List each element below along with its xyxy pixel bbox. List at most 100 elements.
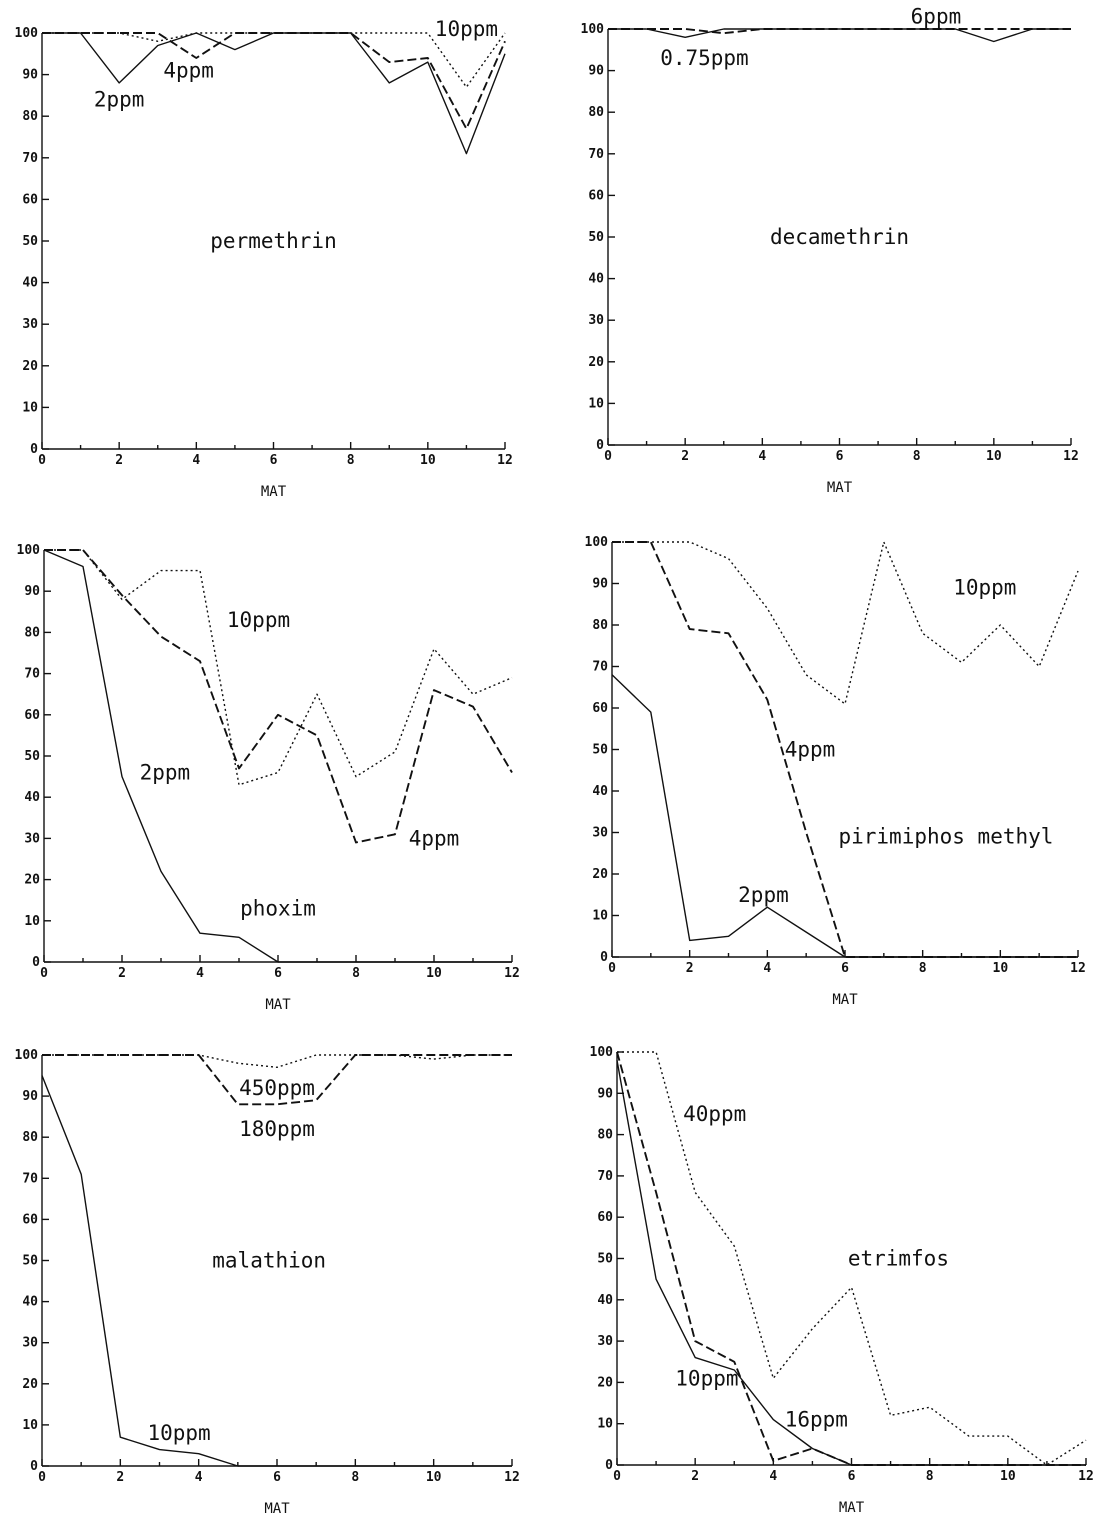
x-tick-label: 10 [426, 966, 442, 981]
series-line-10ppm [612, 541, 1079, 705]
annotation-label: 40ppm [683, 1102, 746, 1126]
x-tick-label: 0 [38, 453, 46, 468]
y-tick-label: 50 [24, 749, 40, 764]
x-tick-label: 4 [758, 449, 766, 464]
series-line-2ppm [42, 32, 506, 155]
annotation-label: 10ppm [953, 576, 1016, 600]
annotation-label: 10ppm [435, 17, 498, 41]
y-tick-label: 90 [592, 577, 608, 592]
y-tick-label: 30 [592, 826, 608, 841]
x-tick-label: 2 [116, 1470, 124, 1485]
chart-panel-5: 0 10 20 30 40 50 60 70 80 90 100 0 2 4 6 8 10 12 MAT etrimf… [590, 1045, 1094, 1516]
annotation-label: 10ppm [675, 1366, 738, 1390]
annotation-label: 10ppm [227, 608, 290, 632]
series-line-0-75ppm [608, 28, 1071, 43]
series-line-2ppm [43, 549, 512, 963]
y-tick-label: 40 [22, 276, 38, 291]
y-tick-label: 40 [22, 1295, 38, 1310]
annotation-label: pirimiphos methyl [838, 825, 1053, 849]
y-tick-label: 20 [24, 873, 40, 888]
annotation-label: 180ppm [239, 1117, 315, 1141]
y-tick-label: 0 [600, 950, 608, 965]
y-tick-label: 70 [592, 660, 608, 675]
y-tick-label: 70 [22, 151, 38, 166]
y-tick-label: 0 [30, 1459, 38, 1474]
y-tick-label: 10 [588, 396, 604, 411]
y-tick-label: 100 [590, 1045, 614, 1060]
x-tick-label: 6 [836, 449, 844, 464]
y-tick-label: 20 [22, 359, 38, 374]
y-tick-label: 80 [22, 1130, 38, 1145]
y-tick-label: 50 [588, 230, 604, 245]
y-tick-label: 80 [22, 109, 38, 124]
y-tick-label: 80 [597, 1128, 613, 1143]
y-tick-label: 20 [597, 1375, 613, 1390]
series-line-40ppm [617, 1051, 1087, 1466]
x-tick-label: 4 [192, 453, 200, 468]
x-tick-label: 8 [351, 1470, 359, 1485]
x-tick-label: 10 [993, 961, 1009, 976]
y-tick-label: 70 [24, 667, 40, 682]
series-line-4ppm [42, 32, 506, 130]
x-tick-label: 0 [613, 1469, 621, 1484]
annotation-label: 0.75ppm [660, 46, 749, 70]
y-tick-label: 0 [605, 1458, 613, 1473]
annotation-label: decamethrin [770, 225, 909, 249]
annotation-label: 4ppm [163, 58, 214, 82]
chart-panel-4: 0 10 20 30 40 50 60 70 80 90 100 0 2 4 6 8 10 12 MAT malath… [15, 1048, 520, 1517]
x-tick-label: 8 [913, 449, 921, 464]
y-tick-label: 10 [24, 914, 40, 929]
x-axis-title: MAT [265, 997, 291, 1013]
y-tick-label: 90 [22, 68, 38, 83]
x-tick-label: 12 [1063, 449, 1079, 464]
x-tick-label: 4 [195, 1470, 203, 1485]
y-tick-label: 40 [24, 790, 40, 805]
chart-panel-1: 0 10 20 30 40 50 60 70 80 90 100 0 2 4 6 8 10 12 MAT decame… [581, 5, 1079, 496]
x-tick-label: 8 [347, 453, 355, 468]
annotation-label: 6ppm [911, 5, 962, 29]
x-tick-label: 2 [686, 961, 694, 976]
x-axis-title: MAT [261, 484, 287, 500]
y-tick-label: 20 [22, 1377, 38, 1392]
annotation-label: 2ppm [738, 883, 789, 907]
annotation-label: 2ppm [140, 760, 191, 784]
y-tick-label: 90 [22, 1089, 38, 1104]
x-tick-label: 2 [681, 449, 689, 464]
y-tick-label: 50 [592, 743, 608, 758]
x-tick-label: 0 [38, 1470, 46, 1485]
chart-panel-2: 0 10 20 30 40 50 60 70 80 90 100 0 2 4 6 8 10 12 MAT phoxim… [17, 543, 520, 1013]
y-tick-label: 10 [22, 1418, 38, 1433]
x-tick-label: 8 [919, 961, 927, 976]
y-tick-label: 100 [585, 535, 609, 550]
y-tick-label: 70 [22, 1171, 38, 1186]
annotation-label: phoxim [240, 896, 316, 920]
x-tick-label: 10 [986, 449, 1002, 464]
y-tick-label: 90 [24, 584, 40, 599]
y-tick-label: 70 [588, 147, 604, 162]
annotation-label: 10ppm [147, 1421, 210, 1445]
y-tick-label: 90 [597, 1086, 613, 1101]
chart-panel-3: 0 10 20 30 40 50 60 70 80 90 100 0 2 4 6 8 10 12 MAT pirimi… [585, 535, 1086, 1008]
x-tick-label: 6 [270, 453, 278, 468]
y-tick-label: 60 [22, 1212, 38, 1227]
y-tick-label: 50 [597, 1252, 613, 1267]
series-line-4ppm [612, 541, 1078, 958]
x-tick-label: 0 [608, 961, 616, 976]
x-tick-label: 4 [769, 1469, 777, 1484]
chart-panel-0: 0 10 20 30 40 50 60 70 80 90 100 0 2 4 6 8 10 12 MAT permet… [15, 17, 513, 500]
x-tick-label: 12 [497, 453, 513, 468]
x-tick-label: 8 [352, 966, 360, 981]
x-tick-label: 6 [273, 1470, 281, 1485]
annotation-label: etrimfos [848, 1247, 949, 1271]
series-line-180ppm [42, 1054, 512, 1106]
annotation-label: 2ppm [94, 88, 145, 112]
x-tick-label: 0 [604, 449, 612, 464]
y-tick-label: 0 [596, 438, 604, 453]
x-tick-label: 12 [504, 966, 520, 981]
y-tick-label: 60 [592, 701, 608, 716]
y-tick-label: 30 [588, 313, 604, 328]
y-tick-label: 30 [22, 1336, 38, 1351]
y-tick-label: 70 [597, 1169, 613, 1184]
x-axis-title: MAT [839, 1500, 865, 1516]
